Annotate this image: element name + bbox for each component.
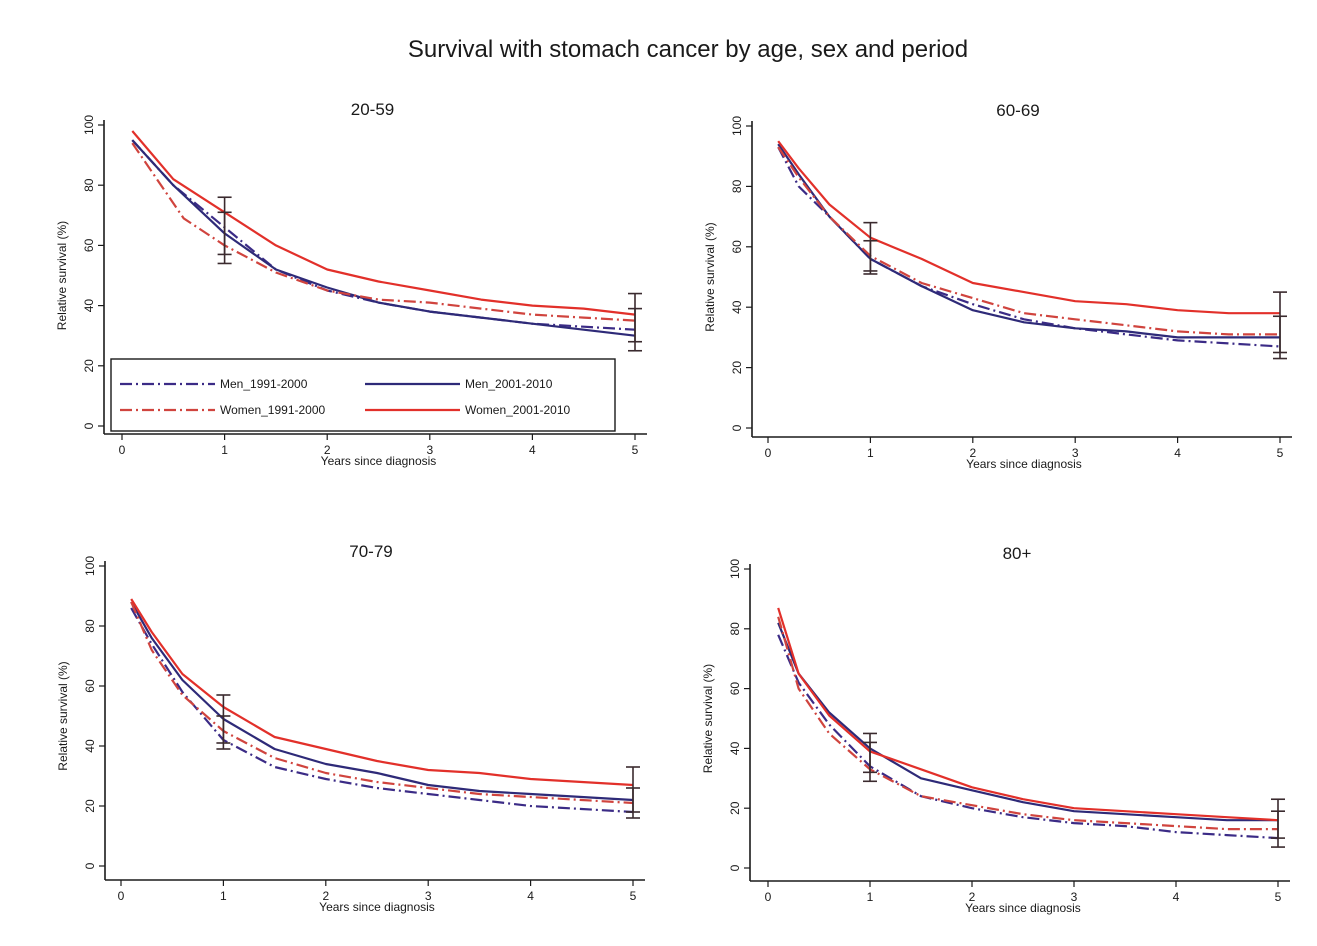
legend: Men_1991-2000 Men_2001-2010 Women_1991-200… xyxy=(110,358,616,432)
y-tick-label: 20 xyxy=(82,359,96,373)
y-tick-label: 40 xyxy=(728,741,742,755)
series-line-men-2001-2010 xyxy=(130,601,634,802)
panel-3: 70-79 0 20 40 60 80 100 0 1 2 3 4 5 Years since diagn… xyxy=(56,542,645,914)
panel-1: 20-59 0 20 40 60 80 100 0 1 2 3 4 5 Years since diagn… xyxy=(55,100,647,468)
x-tick-label: 4 xyxy=(529,443,536,457)
x-axis-label: Years since diagnosis xyxy=(319,900,435,914)
x-tick-label: 0 xyxy=(119,443,126,457)
y-tick-label: 100 xyxy=(728,559,742,579)
series-line-women-2001-2010 xyxy=(131,130,636,316)
y-tick-label: 0 xyxy=(83,862,97,869)
y-tick-label: 60 xyxy=(82,238,96,252)
series-line-men-1991-2000 xyxy=(130,607,634,814)
panel-title: 60-69 xyxy=(996,101,1039,120)
series-line-women-2001-2010 xyxy=(777,140,1280,315)
x-tick-label: 2 xyxy=(324,443,331,457)
legend-label: Men_2001-2010 xyxy=(465,377,553,391)
x-tick-label: 2 xyxy=(969,890,976,904)
x-tick-label: 1 xyxy=(867,446,874,460)
series-line-women-1991-2000 xyxy=(777,616,1278,831)
x-tick-label: 4 xyxy=(527,889,534,903)
x-tick-label: 4 xyxy=(1174,446,1181,460)
x-tick-label: 3 xyxy=(426,443,433,457)
x-tick-label: 4 xyxy=(1173,890,1180,904)
x-tick-label: 5 xyxy=(1275,890,1282,904)
y-tick-label: 100 xyxy=(82,115,96,135)
y-tick-label: 80 xyxy=(83,619,97,633)
y-tick-label: 80 xyxy=(82,178,96,192)
x-axis-label: Years since diagnosis xyxy=(965,901,1081,915)
x-axis-label: Years since diagnosis xyxy=(966,457,1082,471)
y-tick-label: 100 xyxy=(730,116,744,136)
series-line-men-2001-2010 xyxy=(777,622,1278,822)
x-tick-label: 5 xyxy=(1277,446,1284,460)
x-tick-label: 5 xyxy=(632,443,639,457)
series-line-women-1991-2000 xyxy=(130,601,634,805)
x-tick-label: 2 xyxy=(969,446,976,460)
y-tick-label: 20 xyxy=(728,801,742,815)
x-tick-label: 3 xyxy=(1072,446,1079,460)
panel-title: 70-79 xyxy=(349,542,392,561)
series-line-women-2001-2010 xyxy=(130,598,634,787)
y-tick-label: 40 xyxy=(83,739,97,753)
series-line-women-2001-2010 xyxy=(777,607,1279,822)
x-tick-label: 3 xyxy=(425,889,432,903)
legend-label: Women_2001-2010 xyxy=(465,403,571,417)
panel-title: 20-59 xyxy=(351,100,394,119)
y-tick-label: 60 xyxy=(83,679,97,693)
panel-4: 80+ 0 20 40 60 80 100 0 1 2 3 4 5 Years since diagnos… xyxy=(701,544,1290,915)
y-tick-label: 100 xyxy=(83,556,97,576)
y-tick-label: 80 xyxy=(730,179,744,193)
legend-box xyxy=(110,358,616,432)
x-tick-label: 0 xyxy=(118,889,125,903)
y-tick-label: 20 xyxy=(730,361,744,375)
chart-title: Survival with stomach cancer by age, sex… xyxy=(408,36,968,63)
x-tick-label: 1 xyxy=(867,890,874,904)
x-axis-label: Years since diagnosis xyxy=(321,454,437,468)
y-tick-label: 0 xyxy=(728,864,742,871)
panel-title: 80+ xyxy=(1003,544,1032,563)
y-tick-label: 60 xyxy=(730,240,744,254)
series-line-men-1991-2000 xyxy=(777,634,1279,840)
x-tick-label: 5 xyxy=(630,889,637,903)
y-axis-label: Relative survival (%) xyxy=(701,664,715,773)
series-line-men-1991-2000 xyxy=(131,139,636,331)
x-tick-label: 3 xyxy=(1071,890,1078,904)
y-axis-label: Relative survival (%) xyxy=(56,661,70,770)
series-line-women-1991-2000 xyxy=(777,146,1280,336)
y-tick-label: 80 xyxy=(728,622,742,636)
legend-label: Men_1991-2000 xyxy=(220,377,308,391)
y-tick-label: 0 xyxy=(82,422,96,429)
x-tick-label: 1 xyxy=(220,889,227,903)
series-line-men-2001-2010 xyxy=(131,139,636,337)
y-tick-label: 20 xyxy=(83,799,97,813)
x-tick-label: 0 xyxy=(765,890,772,904)
panel-2: 60-69 0 20 40 60 80 100 0 1 2 3 4 5 Years since diagn… xyxy=(703,101,1292,471)
x-tick-label: 1 xyxy=(221,443,228,457)
y-tick-label: 40 xyxy=(82,299,96,313)
y-axis-label: Relative survival (%) xyxy=(55,221,69,330)
x-tick-label: 2 xyxy=(322,889,329,903)
y-axis-label: Relative survival (%) xyxy=(703,222,717,331)
y-tick-label: 60 xyxy=(728,682,742,696)
legend-label: Women_1991-2000 xyxy=(220,403,326,417)
y-tick-label: 40 xyxy=(730,300,744,314)
y-tick-label: 0 xyxy=(730,424,744,431)
x-tick-label: 0 xyxy=(765,446,772,460)
